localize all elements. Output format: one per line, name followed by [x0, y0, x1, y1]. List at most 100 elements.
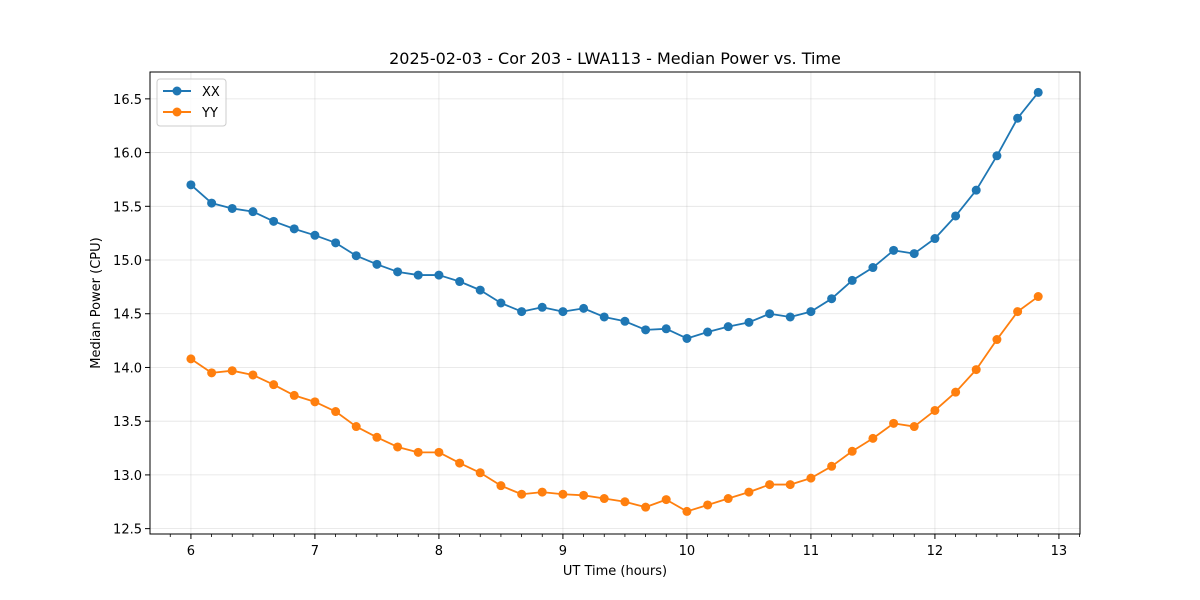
- data-point-xx: [434, 270, 444, 280]
- data-point-yy: [992, 335, 1002, 345]
- y-tick-label: 12.5: [113, 523, 142, 538]
- y-tick-label: 13.5: [113, 415, 142, 430]
- data-point-xx: [455, 277, 465, 287]
- x-tick-label: 12: [927, 544, 944, 559]
- x-tick-label: 7: [311, 544, 319, 559]
- data-point-xx: [475, 285, 485, 295]
- data-point-xx: [785, 312, 795, 322]
- legend-yy-label: YY: [201, 106, 218, 121]
- data-point-xx: [599, 312, 609, 322]
- data-point-yy: [723, 494, 733, 504]
- data-point-yy: [661, 495, 671, 505]
- data-point-xx: [269, 216, 279, 226]
- data-point-xx: [351, 251, 361, 261]
- data-point-xx: [517, 307, 527, 317]
- data-point-xx: [248, 207, 258, 217]
- series-layer: [186, 87, 1043, 516]
- data-point-xx: [682, 333, 692, 343]
- data-point-yy: [289, 390, 299, 400]
- data-point-xx: [971, 185, 981, 195]
- x-tick-label: 6: [187, 544, 195, 559]
- data-point-xx: [868, 263, 878, 273]
- plot-frame: [149, 71, 1081, 535]
- data-point-yy: [765, 480, 775, 490]
- x-tick-label: 13: [1051, 544, 1068, 559]
- y-tick-label: 13.0: [113, 469, 142, 484]
- data-point-yy: [434, 447, 444, 457]
- data-point-yy: [393, 442, 403, 452]
- data-point-xx: [537, 302, 547, 312]
- data-point-yy: [331, 407, 341, 417]
- data-point-yy: [744, 487, 754, 497]
- x-tick-label: 9: [559, 544, 567, 559]
- data-point-xx: [186, 180, 196, 190]
- data-point-yy: [868, 433, 878, 443]
- data-point-yy: [682, 506, 692, 516]
- data-point-xx: [393, 267, 403, 277]
- data-point-yy: [537, 487, 547, 497]
- y-tick-label: 16.0: [113, 147, 142, 162]
- legend: XX YY: [156, 78, 227, 127]
- data-point-yy: [599, 494, 609, 504]
- chart-title: 2025-02-03 - Cor 203 - LWA113 - Median P…: [389, 49, 841, 68]
- data-point-xx: [951, 211, 961, 221]
- data-point-yy: [1033, 292, 1043, 302]
- data-point-yy: [806, 473, 816, 483]
- y-tick-label: 16.5: [113, 93, 142, 108]
- data-point-xx: [909, 249, 919, 259]
- data-point-xx: [1013, 113, 1023, 123]
- data-point-xx: [579, 303, 589, 313]
- data-point-yy: [310, 397, 320, 407]
- data-point-xx: [992, 151, 1002, 161]
- data-point-yy: [827, 461, 837, 471]
- data-point-xx: [765, 309, 775, 319]
- data-point-xx: [227, 203, 237, 213]
- tick-layer: 6 7 8 9 10 11 12 13 12.5 13.0 13.5 14.0 14.5 15.0 15.5…: [113, 93, 1080, 559]
- data-point-xx: [889, 245, 899, 255]
- data-point-xx: [723, 322, 733, 332]
- x-axis-label: UT Time (hours): [563, 564, 667, 579]
- data-point-xx: [930, 234, 940, 244]
- data-point-yy: [641, 502, 651, 512]
- data-point-yy: [930, 405, 940, 415]
- data-point-xx: [331, 238, 341, 248]
- data-point-yy: [951, 387, 961, 397]
- grid-layer: [150, 72, 1080, 534]
- x-tick-label: 11: [803, 544, 820, 559]
- data-point-yy: [971, 365, 981, 375]
- y-tick-label: 15.0: [113, 254, 142, 269]
- x-tick-label: 10: [679, 544, 696, 559]
- data-point-yy: [579, 490, 589, 500]
- data-point-xx: [1033, 87, 1043, 97]
- y-tick-label: 15.5: [113, 200, 142, 215]
- data-point-yy: [889, 418, 899, 428]
- data-point-xx: [744, 317, 754, 327]
- data-point-yy: [1013, 307, 1023, 317]
- data-point-xx: [496, 298, 506, 308]
- data-point-yy: [475, 468, 485, 478]
- data-point-yy: [372, 432, 382, 442]
- data-point-xx: [620, 316, 630, 326]
- y-tick-label: 14.0: [113, 361, 142, 376]
- data-point-yy: [227, 366, 237, 376]
- data-point-yy: [413, 447, 423, 457]
- data-point-yy: [517, 489, 527, 499]
- data-point-xx: [558, 307, 568, 317]
- data-point-xx: [847, 275, 857, 285]
- data-point-xx: [289, 224, 299, 234]
- data-point-xx: [372, 259, 382, 269]
- legend-xx-marker: [172, 86, 182, 96]
- data-point-yy: [909, 422, 919, 432]
- data-point-yy: [785, 480, 795, 490]
- data-point-yy: [558, 489, 568, 499]
- x-tick-label: 8: [435, 544, 443, 559]
- y-axis-label: Median Power (CPU): [89, 237, 104, 368]
- legend-xx-label: XX: [202, 85, 220, 100]
- data-point-yy: [248, 370, 258, 380]
- data-point-xx: [661, 324, 671, 334]
- data-point-xx: [413, 270, 423, 280]
- data-point-yy: [455, 458, 465, 468]
- data-point-xx: [310, 230, 320, 240]
- y-tick-label: 14.5: [113, 308, 142, 323]
